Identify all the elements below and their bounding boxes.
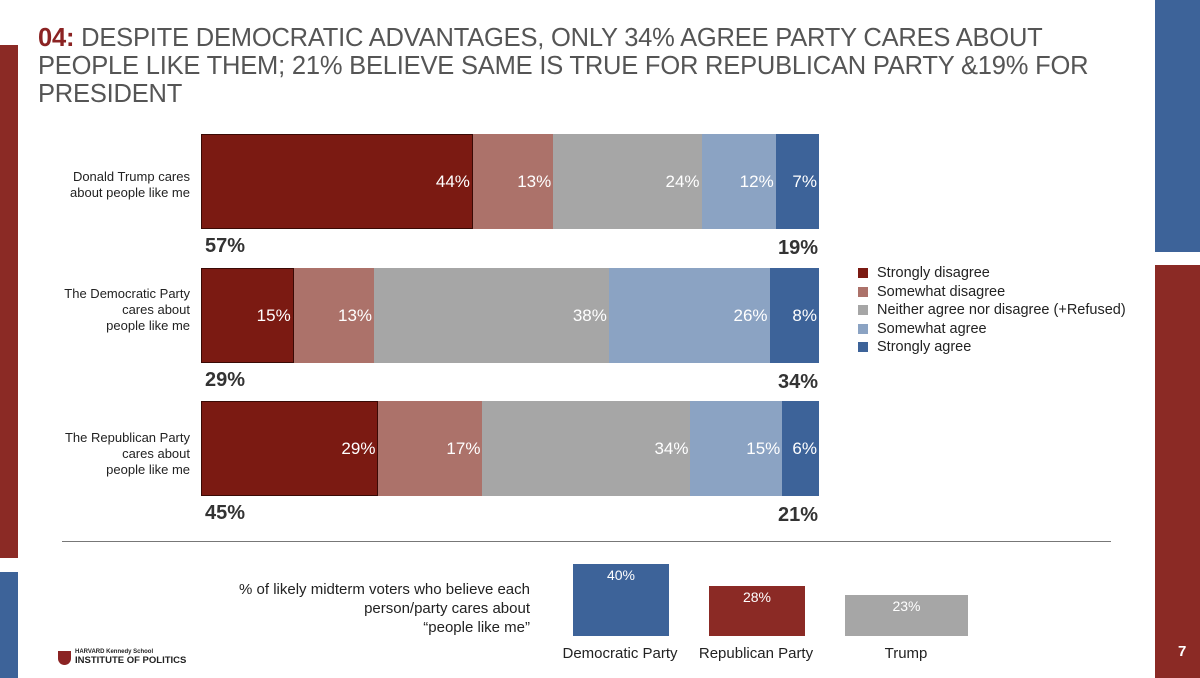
legend-swatch <box>858 305 868 316</box>
data-label: 26% <box>733 305 768 325</box>
legend-swatch <box>858 323 868 334</box>
data-label: 8% <box>792 305 817 325</box>
divider <box>62 541 1111 542</box>
mini-chart-title-line: % of likely midterm voters who believe e… <box>239 581 530 598</box>
stacked-bar: 44% 13% 24% 12% 7% <box>201 134 819 229</box>
mini-chart-title-line: “people like me” <box>423 619 530 636</box>
legend-label: Strongly agree <box>877 339 972 356</box>
bar-segment: 12% <box>701 134 776 229</box>
left-red-accent <box>0 45 18 558</box>
data-label: 38% <box>572 305 607 325</box>
net-agree-label: 34% <box>778 371 819 393</box>
mini-chart-title: % of likely midterm voters who believe e… <box>190 580 530 637</box>
bar-segment: 24% <box>553 134 702 229</box>
row-label: The Republican Party cares about people li… <box>64 430 190 477</box>
data-label: 34% <box>654 438 689 458</box>
data-label: 13% <box>337 305 373 325</box>
data-label: 12% <box>739 171 774 191</box>
legend-item: Strongly disagree <box>858 264 1126 283</box>
bar-segment: 34% <box>482 401 691 496</box>
data-label: 17% <box>446 438 481 458</box>
legend-item: Neither agree nor disagree (+Refused) <box>858 301 1126 320</box>
data-label: 29% <box>341 438 376 458</box>
mini-bar: 23% <box>845 594 968 636</box>
legend-item: Somewhat disagree <box>858 283 1126 302</box>
category-label: Trump <box>884 645 928 662</box>
stacked-bar: 15% 13% 38% 26% 8% <box>201 268 819 363</box>
bar-segment: 26% <box>608 268 770 363</box>
bar-segment: 13% <box>472 134 554 229</box>
shield-icon <box>58 650 71 665</box>
legend-swatch <box>858 268 868 279</box>
net-agree-label: 21% <box>778 504 819 526</box>
row-label: Donald Trump cares about people like me <box>70 169 190 200</box>
stacked-bar: 29% 17% 34% 15% 6% <box>201 401 819 496</box>
slide-number: 04: <box>38 24 75 52</box>
data-label: 13% <box>517 171 552 191</box>
data-label: 15% <box>256 305 291 325</box>
mini-bar: 40% <box>573 564 669 636</box>
title-text: DESPITE DEMOCRATIC ADVANTAGES, ONLY 34% … <box>38 24 1089 108</box>
net-agree-label: 19% <box>778 237 819 259</box>
data-label: 6% <box>792 438 817 458</box>
right-blue-accent <box>1155 0 1200 252</box>
data-label: 44% <box>435 171 470 191</box>
mini-chart-title-line: person/party cares about <box>364 600 530 617</box>
bar-segment: 6% <box>782 401 819 496</box>
bar-segment: 13% <box>293 268 375 363</box>
data-label: 15% <box>746 438 781 458</box>
legend-label: Somewhat agree <box>877 320 987 337</box>
bar-segment: 29% <box>201 401 379 496</box>
page-number: 7 <box>1178 643 1187 660</box>
mini-bar: 28% <box>709 585 805 636</box>
bar-segment: 15% <box>201 268 294 363</box>
bar-segment: 17% <box>378 401 483 496</box>
legend-item: Somewhat agree <box>858 320 1126 339</box>
logo-line1: HARVARD Kennedy School <box>75 649 154 655</box>
page-title: 04: DESPITE DEMOCRATIC ADVANTAGES, ONLY … <box>38 24 1148 108</box>
legend-swatch <box>858 342 868 353</box>
data-label: 7% <box>792 171 817 191</box>
legend: Strongly disagree Somewhat disagree Neithe… <box>858 264 1126 357</box>
legend-label: Strongly disagree <box>877 265 990 282</box>
legend-label: Neither agree nor disagree (+Refused) <box>877 302 1126 319</box>
legend-label: Somewhat disagree <box>877 283 1006 300</box>
right-red-accent <box>1155 265 1200 678</box>
data-label: 23% <box>892 597 921 614</box>
data-label: 24% <box>665 171 700 191</box>
data-label: 40% <box>606 567 636 583</box>
legend-swatch <box>858 286 868 297</box>
bar-segment: 38% <box>374 268 609 363</box>
bar-segment: 8% <box>769 268 819 363</box>
legend-item: Strongly agree <box>858 338 1126 357</box>
data-label: 28% <box>742 588 772 605</box>
harvard-iop-logo: HARVARD Kennedy School INSTITUTE OF POLI… <box>58 649 186 666</box>
logo-line2: INSTITUTE OF POLITICS <box>75 655 187 666</box>
category-label: Democratic Party <box>562 645 678 662</box>
category-label: Republican Party <box>698 645 814 662</box>
left-blue-accent <box>0 572 18 678</box>
bar-segment: 7% <box>775 134 819 229</box>
net-disagree-label: 57% <box>205 235 246 257</box>
net-disagree-label: 29% <box>205 369 246 391</box>
bar-segment: 44% <box>201 134 473 229</box>
net-disagree-label: 45% <box>205 502 246 524</box>
bar-segment: 15% <box>690 401 783 496</box>
row-label: The Democratic Party cares about people li… <box>64 286 190 333</box>
